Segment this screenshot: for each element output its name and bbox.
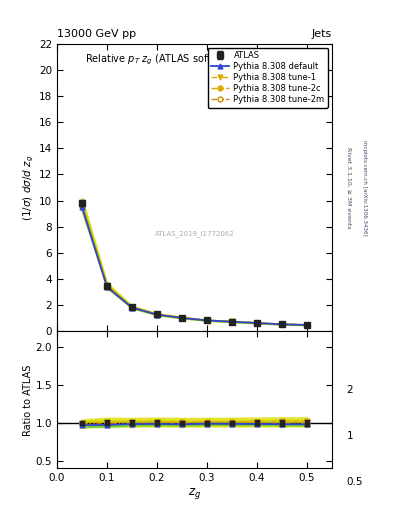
- Pythia 8.308 tune-1: [280, 321, 285, 327]
- Text: 2: 2: [347, 385, 353, 395]
- Pythia 8.308 default: [130, 305, 134, 311]
- Pythia 8.308 tune-2c: [130, 304, 134, 310]
- Pythia 8.308 default: [80, 204, 84, 210]
- Pythia 8.308 default: [205, 317, 209, 324]
- Pythia 8.308 tune-2m: [180, 315, 184, 321]
- X-axis label: $z_g$: $z_g$: [188, 486, 201, 501]
- Line: Pythia 8.308 tune-2m: Pythia 8.308 tune-2m: [79, 203, 310, 327]
- Pythia 8.308 tune-2c: [205, 317, 209, 323]
- Text: mcplots.cern.ch [arXiv:1306.3436]: mcplots.cern.ch [arXiv:1306.3436]: [362, 140, 367, 236]
- Y-axis label: Ratio to ATLAS: Ratio to ATLAS: [23, 364, 33, 436]
- Pythia 8.308 tune-1: [155, 311, 160, 317]
- Text: 1: 1: [347, 431, 353, 441]
- Legend: ATLAS, Pythia 8.308 default, Pythia 8.308 tune-1, Pythia 8.308 tune-2c, Pythia 8: ATLAS, Pythia 8.308 default, Pythia 8.30…: [208, 48, 328, 108]
- Pythia 8.308 tune-2c: [255, 320, 259, 326]
- Pythia 8.308 default: [230, 318, 234, 325]
- Pythia 8.308 tune-2m: [80, 203, 84, 209]
- Pythia 8.308 default: [155, 312, 160, 318]
- Y-axis label: $(1/\sigma)$ $d\sigma/d$ $z_g$: $(1/\sigma)$ $d\sigma/d$ $z_g$: [22, 154, 36, 221]
- Pythia 8.308 tune-2m: [155, 311, 160, 317]
- Pythia 8.308 tune-2c: [80, 201, 84, 207]
- Pythia 8.308 tune-1: [305, 322, 309, 328]
- Text: ATLAS_2019_I1772062: ATLAS_2019_I1772062: [155, 230, 234, 237]
- Text: Rivet 3.1.10, ≥ 3M events: Rivet 3.1.10, ≥ 3M events: [347, 146, 352, 228]
- Pythia 8.308 tune-2c: [305, 322, 309, 328]
- Text: Relative $p_T$ $z_g$ (ATLAS soft-drop observables): Relative $p_T$ $z_g$ (ATLAS soft-drop ob…: [85, 52, 304, 67]
- Pythia 8.308 tune-2m: [130, 304, 134, 310]
- Pythia 8.308 default: [180, 315, 184, 321]
- Pythia 8.308 tune-2m: [280, 321, 285, 327]
- Pythia 8.308 tune-2c: [230, 318, 234, 325]
- Pythia 8.308 default: [280, 321, 285, 327]
- Pythia 8.308 default: [305, 322, 309, 328]
- Pythia 8.308 tune-2m: [305, 322, 309, 328]
- Text: 0.5: 0.5: [347, 477, 363, 487]
- Pythia 8.308 tune-2c: [180, 314, 184, 321]
- Pythia 8.308 tune-2c: [105, 282, 109, 288]
- Pythia 8.308 tune-2m: [205, 317, 209, 324]
- Pythia 8.308 default: [105, 284, 109, 290]
- Pythia 8.308 tune-1: [255, 319, 259, 326]
- Line: Pythia 8.308 tune-2c: Pythia 8.308 tune-2c: [79, 201, 310, 327]
- Pythia 8.308 tune-2m: [255, 320, 259, 326]
- Pythia 8.308 tune-2c: [155, 311, 160, 317]
- Line: Pythia 8.308 tune-1: Pythia 8.308 tune-1: [79, 202, 310, 327]
- Pythia 8.308 tune-2m: [230, 318, 234, 325]
- Pythia 8.308 default: [255, 320, 259, 326]
- Text: Jets: Jets: [312, 29, 332, 39]
- Pythia 8.308 tune-1: [80, 201, 84, 207]
- Pythia 8.308 tune-1: [130, 304, 134, 310]
- Pythia 8.308 tune-2c: [280, 321, 285, 327]
- Pythia 8.308 tune-1: [180, 314, 184, 321]
- Line: Pythia 8.308 default: Pythia 8.308 default: [79, 205, 310, 327]
- Pythia 8.308 tune-1: [105, 282, 109, 288]
- Pythia 8.308 tune-1: [230, 318, 234, 325]
- Pythia 8.308 tune-1: [205, 317, 209, 323]
- Text: 13000 GeV pp: 13000 GeV pp: [57, 29, 136, 39]
- Pythia 8.308 tune-2m: [105, 283, 109, 289]
